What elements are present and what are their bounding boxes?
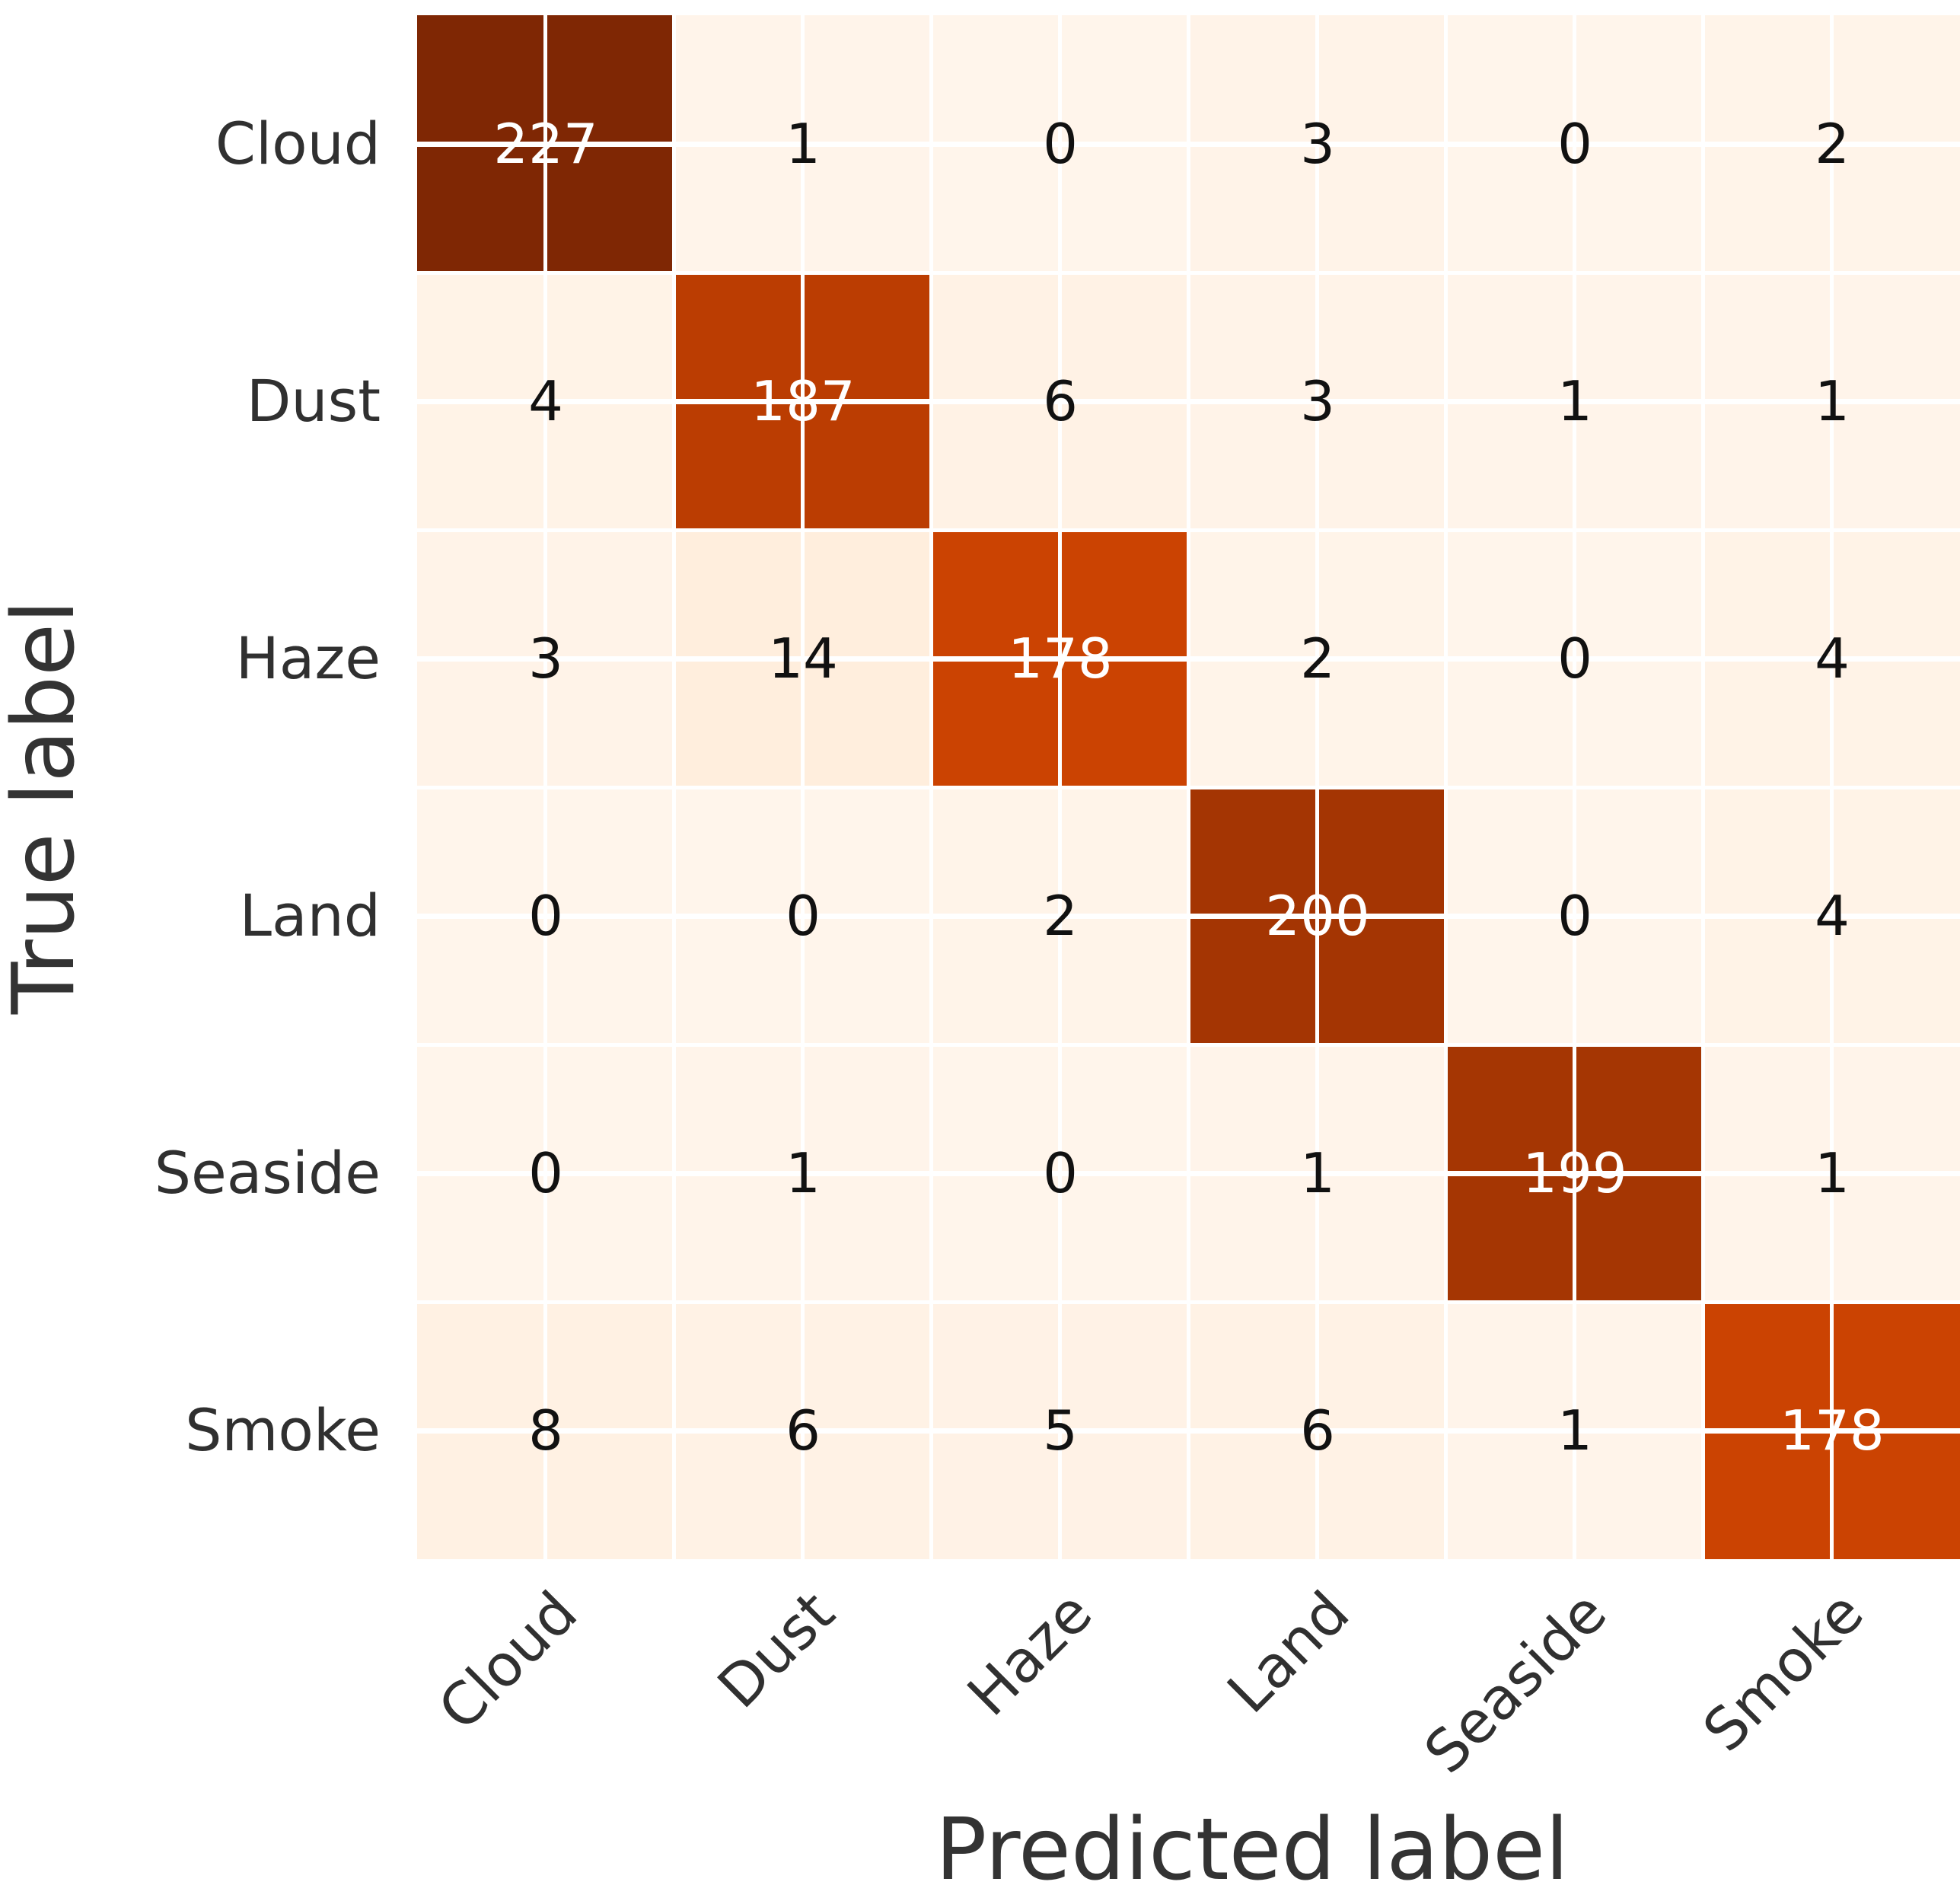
heatmap-gridline-vertical: [1830, 15, 1834, 1559]
heatmap-gridline-horizontal: [417, 1171, 1960, 1176]
y-tick-label: Dust: [0, 362, 381, 441]
cell-value-annotation: 2: [1300, 631, 1335, 686]
cell-value-annotation: 4: [1815, 888, 1850, 943]
cell-value-annotation: 1: [1815, 374, 1850, 429]
cell-value-annotation: 0: [1557, 888, 1592, 943]
cell-value-annotation: 3: [1300, 374, 1335, 429]
cell-value-annotation: 1: [1557, 1403, 1592, 1458]
heatmap-gridline-horizontal: [417, 1428, 1960, 1434]
cell-value-annotation: 8: [528, 1403, 563, 1458]
heatmap-gridline-vertical: [1315, 15, 1319, 1559]
cell-value-annotation: 178: [1780, 1403, 1884, 1458]
cell-value-annotation: 1: [786, 1146, 821, 1201]
cell-value-annotation: 4: [1815, 631, 1850, 686]
heatmap-gridline-horizontal: [417, 1043, 1960, 1047]
cell-value-annotation: 0: [528, 1146, 563, 1201]
cell-value-annotation: 1: [1815, 1146, 1850, 1201]
cell-value-annotation: 0: [528, 888, 563, 943]
x-tick-label: Land: [1218, 1582, 1359, 1723]
heatmap-gridline-horizontal: [417, 1300, 1960, 1304]
x-tick-label: Seaside: [1415, 1582, 1616, 1783]
y-axis-title: True label: [0, 600, 95, 1014]
cell-value-annotation: 1: [786, 116, 821, 171]
heatmap-gridline-vertical: [1573, 15, 1576, 1559]
cell-value-annotation: 1: [1300, 1146, 1335, 1201]
cell-value-annotation: 199: [1522, 1146, 1627, 1201]
cell-value-annotation: 0: [1557, 631, 1592, 686]
cell-value-annotation: 2: [1815, 116, 1850, 171]
cell-value-annotation: 3: [1300, 116, 1335, 171]
cell-value-annotation: 178: [1008, 631, 1112, 686]
x-axis-title: Predicted label: [935, 1799, 1569, 1901]
cell-value-annotation: 187: [751, 374, 855, 429]
heatmap-gridline-vertical: [1701, 15, 1705, 1559]
cell-value-annotation: 1: [1557, 374, 1592, 429]
cell-value-annotation: 0: [1043, 116, 1078, 171]
y-tick-label: Seaside: [0, 1134, 381, 1213]
cell-value-annotation: 0: [786, 888, 821, 943]
cell-value-annotation: 0: [1557, 116, 1592, 171]
heatmap-gridline-horizontal: [417, 914, 1960, 919]
x-tick-label: Smoke: [1694, 1582, 1872, 1761]
cell-value-annotation: 4: [528, 374, 563, 429]
cell-value-annotation: 227: [493, 116, 598, 171]
x-tick-label: Cloud: [429, 1582, 586, 1740]
cell-value-annotation: 6: [1043, 374, 1078, 429]
cell-value-annotation: 0: [1043, 1146, 1078, 1201]
y-tick-label: Smoke: [0, 1391, 381, 1470]
cell-value-annotation: 200: [1265, 888, 1369, 943]
x-tick-label: Haze: [958, 1582, 1101, 1725]
heatmap-gridline-horizontal: [417, 786, 1960, 789]
cell-value-annotation: 3: [528, 631, 563, 686]
cell-value-annotation: 14: [768, 631, 838, 686]
x-tick-label: Dust: [708, 1582, 843, 1718]
cell-value-annotation: 6: [786, 1403, 821, 1458]
y-tick-label: Cloud: [0, 104, 381, 183]
cell-value-annotation: 6: [1300, 1403, 1335, 1458]
cell-value-annotation: 2: [1043, 888, 1078, 943]
cell-value-annotation: 5: [1043, 1403, 1078, 1458]
heatmap-grid: 227 1 0 3 0 2 4 187 6 3 1 1 3 14 178 2 0 4 0 0 2 200 0 4 0 1 0 1 199…: [417, 15, 1960, 1559]
heatmap-gridline-vertical: [1444, 15, 1448, 1559]
